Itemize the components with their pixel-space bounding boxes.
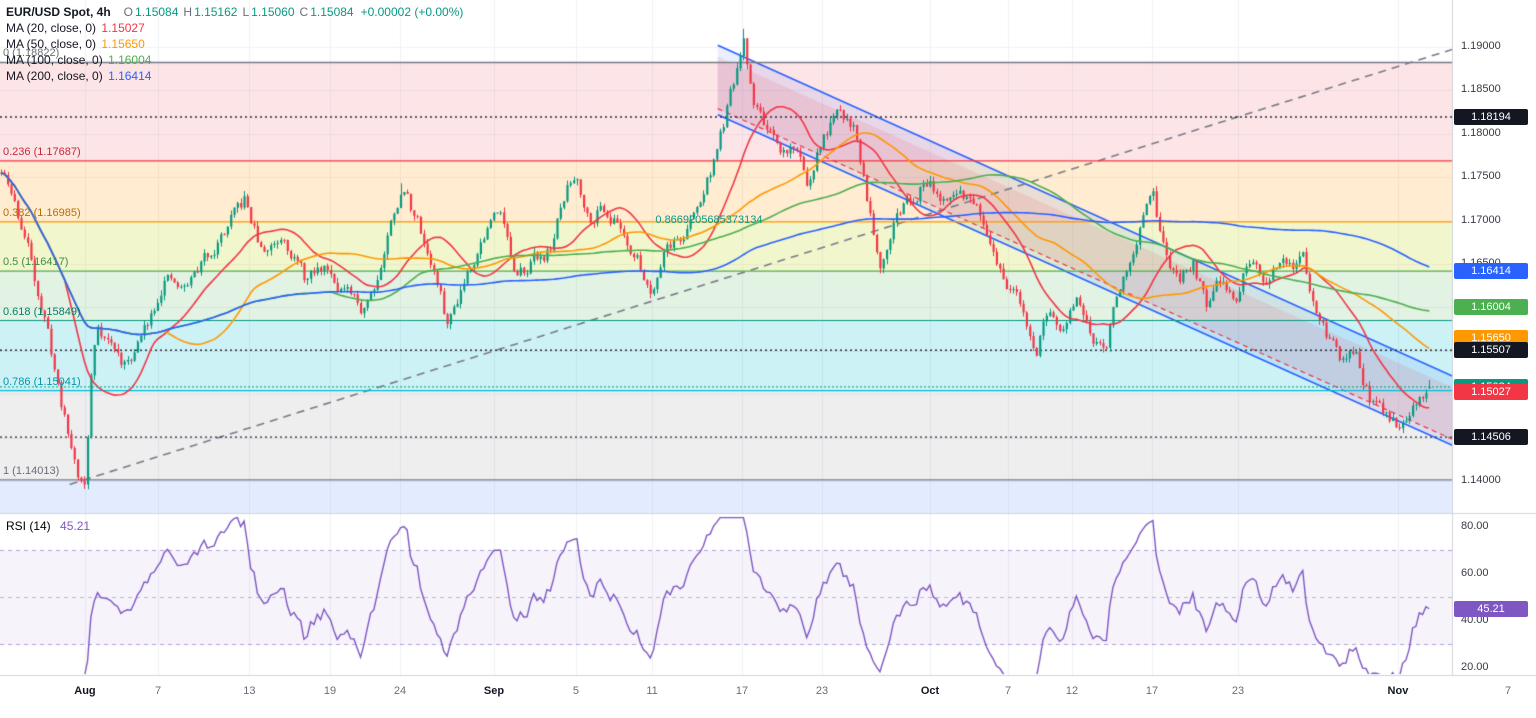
price-axis-label: 1.18500 bbox=[1461, 83, 1501, 96]
change-value: +0.00002 (+0.00%) bbox=[360, 5, 464, 19]
price-axis-label: 1.17500 bbox=[1461, 170, 1501, 183]
symbol-legend-row[interactable]: EUR/USD Spot, 4h O 1.15084 H 1.15162 L 1.15060… bbox=[6, 4, 463, 20]
time-axis-label: 11 bbox=[646, 685, 658, 697]
low-value: 1.15060 bbox=[251, 5, 295, 19]
time-axis-label: 19 bbox=[323, 685, 337, 697]
price-axis-label: 1.14000 bbox=[1461, 473, 1501, 486]
ma20-label: MA (20, close, 0) bbox=[6, 21, 97, 35]
time-axis-label: Aug bbox=[74, 685, 96, 697]
time-axis-label: 13 bbox=[243, 685, 256, 697]
price-badge: 1.16414 bbox=[1454, 263, 1528, 280]
time-axis-label: Nov bbox=[1387, 685, 1409, 697]
time-axis-label: 17 bbox=[1145, 685, 1159, 697]
price-badge: 1.15507 bbox=[1454, 342, 1528, 359]
time-axis-label: Sep bbox=[483, 685, 505, 697]
time-axis-label: 7 bbox=[1504, 685, 1512, 697]
ma100-value: 1.16004 bbox=[108, 53, 152, 67]
price-badge: 1.15650 bbox=[1454, 329, 1528, 346]
price-axis-label: 1.18000 bbox=[1461, 126, 1501, 139]
ma200-legend-row[interactable]: MA (200, close, 0) 1.16414 bbox=[6, 68, 463, 84]
price-scale[interactable]: 1.190001.185001.180001.175001.170001.165… bbox=[1452, 0, 1536, 676]
time-axis-label: 12 bbox=[1065, 685, 1079, 697]
price-axis-label: 1.17000 bbox=[1461, 213, 1501, 226]
time-axis-label: 24 bbox=[393, 685, 407, 697]
ma100-legend-row[interactable]: MA (100, close, 0) 1.16004 bbox=[6, 52, 463, 68]
price-badge: 1.15027 bbox=[1454, 383, 1528, 400]
price-axis-label: 1.19000 bbox=[1461, 40, 1501, 52]
price-badge: 1.16004 bbox=[1454, 299, 1528, 316]
open-label: O bbox=[123, 5, 134, 19]
high-label: H bbox=[183, 5, 193, 19]
rsi-axis-label: 80.00 bbox=[1461, 519, 1489, 532]
rsi-legend-row[interactable]: RSI (14) 45.21 bbox=[6, 519, 90, 533]
rsi-axis-label: 40.00 bbox=[1461, 614, 1489, 626]
ma200-value: 1.16414 bbox=[108, 69, 152, 83]
ma200-label: MA (200, close, 0) bbox=[6, 69, 103, 83]
rsi-badge: 45.21 bbox=[1454, 600, 1528, 617]
low-label: L bbox=[242, 5, 250, 19]
price-badge: 1.14506 bbox=[1454, 429, 1528, 446]
ma100-label: MA (100, close, 0) bbox=[6, 53, 103, 67]
ma50-legend-row[interactable]: MA (50, close, 0) 1.15650 bbox=[6, 36, 463, 52]
ma50-label: MA (50, close, 0) bbox=[6, 37, 97, 51]
time-axis-label: 23 bbox=[815, 685, 829, 697]
time-axis-label: Oct bbox=[920, 685, 940, 697]
symbol-title[interactable]: EUR/USD Spot, 4h bbox=[6, 5, 111, 19]
time-scale[interactable]: Aug 7 13 19 24 Sep 5 11 17 23 Oct 7 12 17 23 Nov 7 bbox=[0, 676, 1536, 718]
ma50-value: 1.15650 bbox=[101, 37, 145, 51]
close-value: 1.15084 bbox=[310, 5, 354, 19]
time-axis-label: 17 bbox=[735, 685, 749, 697]
rsi-axis-label: 20.00 bbox=[1461, 661, 1489, 673]
rsi-axis-label: 60.00 bbox=[1461, 567, 1489, 579]
time-axis-label: 7 bbox=[1004, 685, 1012, 697]
time-axis-label: 5 bbox=[572, 685, 579, 697]
ma20-legend-row[interactable]: MA (20, close, 0) 1.15027 bbox=[6, 20, 463, 36]
open-value: 1.15084 bbox=[135, 5, 179, 19]
high-value: 1.15162 bbox=[194, 5, 238, 19]
price-badge: 1.18194 bbox=[1454, 108, 1528, 125]
time-axis-label: 23 bbox=[1231, 685, 1245, 697]
ma20-value: 1.15027 bbox=[101, 21, 145, 35]
rsi-value: 45.21 bbox=[60, 519, 91, 533]
close-label: C bbox=[299, 5, 309, 19]
rsi-label: RSI (14) bbox=[6, 519, 51, 533]
time-axis-label: 7 bbox=[154, 685, 162, 697]
chart-legend: EUR/USD Spot, 4h O 1.15084 H 1.15162 L 1.15060… bbox=[6, 4, 463, 84]
